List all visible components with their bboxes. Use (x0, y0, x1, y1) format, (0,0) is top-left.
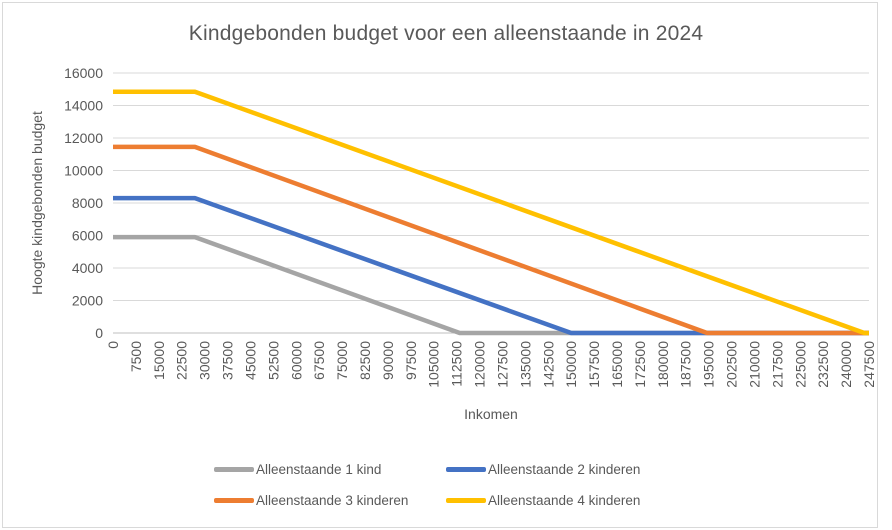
legend-swatch-orange (214, 498, 254, 503)
x-tick-label: 202500 (724, 341, 740, 388)
x-tick-label: 60000 (288, 341, 304, 380)
series-line-alleenstaande-1-kind (113, 234, 869, 336)
y-tick-label: 0 (95, 325, 103, 341)
legend-item-alleenstaande-1-kind: Alleenstaande 1 kind (214, 462, 446, 477)
x-tick-label: 150000 (563, 341, 579, 388)
x-tick-label: 240000 (838, 341, 854, 388)
x-tick-label: 30000 (197, 341, 213, 380)
legend: Alleenstaande 1 kind Alleenstaande 2 kin… (0, 462, 892, 508)
x-tick-label: 127500 (494, 341, 510, 388)
chart-title: Kindgebonden budget voor een alleenstaan… (188, 22, 704, 45)
legend-item-alleenstaande-4-kinderen: Alleenstaande 4 kinderen (446, 493, 678, 508)
x-tick-label: 180000 (655, 341, 671, 388)
x-tick-label: 37500 (220, 341, 236, 380)
series-line-alleenstaande-4-kinderen (113, 89, 869, 336)
legend-item-alleenstaande-3-kinderen: Alleenstaande 3 kinderen (214, 493, 446, 508)
y-tick-label: 10000 (64, 163, 103, 179)
y-tick-label: 4000 (72, 260, 103, 276)
x-tick-label: 157500 (586, 341, 602, 388)
y-tick-label: 12000 (64, 130, 103, 146)
x-tick-label: 52500 (265, 341, 281, 380)
x-tick-label: 7500 (128, 341, 144, 372)
x-tick-label: 75000 (334, 341, 350, 380)
y-tick-label: 8000 (72, 195, 103, 211)
x-tick-label: 0 (105, 341, 121, 349)
x-tick-label: 97500 (403, 341, 419, 380)
x-tick-label: 217500 (769, 341, 785, 388)
x-tick-label: 120000 (472, 341, 488, 388)
x-tick-label: 67500 (311, 341, 327, 380)
x-tick-label: 187500 (678, 341, 694, 388)
series-line-alleenstaande-2-kinderen (113, 195, 869, 336)
x-tick-label: 15000 (151, 341, 167, 380)
x-tick-label: 45000 (242, 341, 258, 380)
series-line-alleenstaande-3-kinderen (113, 144, 869, 336)
x-tick-label: 165000 (609, 341, 625, 388)
x-tick-label: 247500 (861, 341, 877, 388)
y-tick-label: 6000 (72, 228, 103, 244)
x-tick-label: 142500 (540, 341, 556, 388)
legend-swatch-blue (446, 467, 486, 472)
x-tick-label: 112500 (449, 341, 465, 387)
x-tick-label: 22500 (174, 341, 190, 380)
x-tick-label: 210000 (746, 341, 762, 388)
x-tick-label: 172500 (632, 341, 648, 388)
legend-item-alleenstaande-2-kinderen: Alleenstaande 2 kinderen (446, 462, 678, 477)
x-tick-label: 105000 (426, 341, 442, 388)
y-tick-label: 2000 (72, 293, 103, 309)
y-tick-label: 16000 (64, 65, 103, 81)
y-tick-label: 14000 (64, 98, 103, 114)
x-tick-label: 195000 (701, 341, 717, 388)
legend-label: Alleenstaande 2 kinderen (488, 462, 641, 477)
legend-label: Alleenstaande 3 kinderen (256, 493, 409, 508)
legend-swatch-yellow (446, 498, 486, 503)
x-tick-label: 90000 (380, 341, 396, 380)
x-tick-label: 232500 (815, 341, 831, 388)
legend-row-1: Alleenstaande 1 kind Alleenstaande 2 kin… (214, 462, 678, 477)
legend-label: Alleenstaande 1 kind (256, 462, 382, 477)
x-axis-title: Inkomen (464, 406, 518, 422)
legend-row-2: Alleenstaande 3 kinderen Alleenstaande 4… (214, 493, 678, 508)
x-tick-label: 135000 (517, 341, 533, 388)
legend-swatch-gray (214, 467, 254, 472)
x-tick-label: 225000 (792, 341, 808, 388)
legend-label: Alleenstaande 4 kinderen (488, 493, 641, 508)
x-tick-label: 82500 (357, 341, 373, 380)
